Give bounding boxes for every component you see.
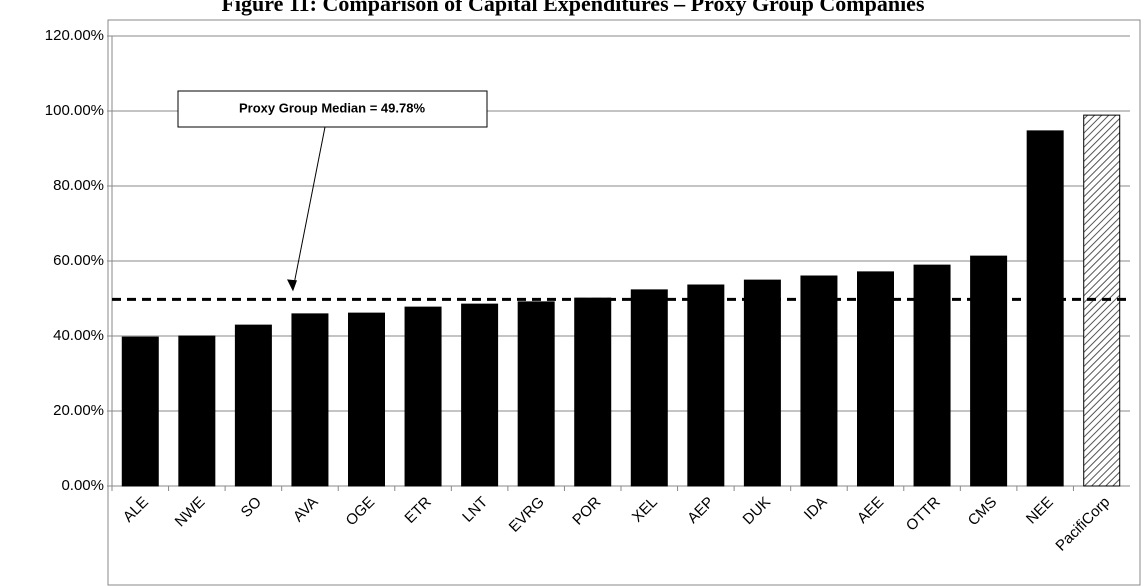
y-tick-label: 100.00% bbox=[45, 102, 104, 119]
x-tick-label: SO bbox=[238, 494, 265, 521]
bar bbox=[348, 312, 385, 487]
x-tick-label: ALE bbox=[120, 494, 152, 526]
annotation-box bbox=[177, 90, 488, 128]
x-tick-label: AEP bbox=[684, 494, 717, 527]
x-tick-label: NWE bbox=[172, 494, 209, 531]
bar bbox=[743, 279, 781, 487]
x-tick-label: EVRG bbox=[506, 494, 548, 536]
y-tick-label: 0.00% bbox=[61, 477, 104, 494]
y-tick-label: 120.00% bbox=[45, 27, 104, 44]
x-tick-label: ETR bbox=[401, 493, 434, 526]
bar bbox=[234, 324, 272, 487]
annotation-arrow bbox=[292, 126, 326, 290]
chart-frame bbox=[107, 19, 1141, 586]
bar bbox=[913, 264, 951, 487]
y-tick-label: 20.00% bbox=[53, 402, 104, 419]
y-tick-label: 60.00% bbox=[53, 252, 104, 269]
bar bbox=[574, 297, 612, 487]
bar bbox=[404, 306, 442, 487]
x-tick-label: OGE bbox=[343, 494, 379, 530]
bar bbox=[121, 336, 159, 487]
x-tick-label: DUK bbox=[740, 494, 774, 528]
x-tick-label: IDA bbox=[801, 494, 831, 524]
bar bbox=[687, 284, 725, 487]
bar bbox=[970, 255, 1008, 487]
bar bbox=[461, 303, 499, 487]
x-tick-label: LNT bbox=[459, 494, 491, 526]
bar bbox=[178, 335, 216, 487]
bar bbox=[1026, 130, 1064, 487]
bar bbox=[517, 301, 555, 487]
bar bbox=[800, 275, 838, 487]
x-tick-label: XEL bbox=[629, 494, 661, 526]
x-tick-label: AEE bbox=[854, 494, 887, 527]
bar bbox=[291, 313, 329, 487]
arrow-head bbox=[287, 279, 297, 292]
bar bbox=[857, 271, 894, 487]
y-tick-label: 40.00% bbox=[53, 327, 104, 344]
x-tick-label: OTTR bbox=[903, 493, 944, 534]
y-tick-label: 80.00% bbox=[53, 177, 104, 194]
x-tick-label: AVA bbox=[290, 494, 322, 526]
x-tick-label: NEE bbox=[1023, 494, 1057, 528]
chart-title: Figure 11: Comparison of Capital Expendi… bbox=[221, 0, 924, 16]
annotation-label: Proxy Group Median = 49.78% bbox=[239, 100, 425, 115]
bar bbox=[630, 289, 668, 487]
x-tick-label: POR bbox=[569, 494, 604, 529]
x-tick-label: PacifiCorp bbox=[1052, 494, 1113, 555]
x-tick-label: CMS bbox=[965, 494, 1001, 530]
